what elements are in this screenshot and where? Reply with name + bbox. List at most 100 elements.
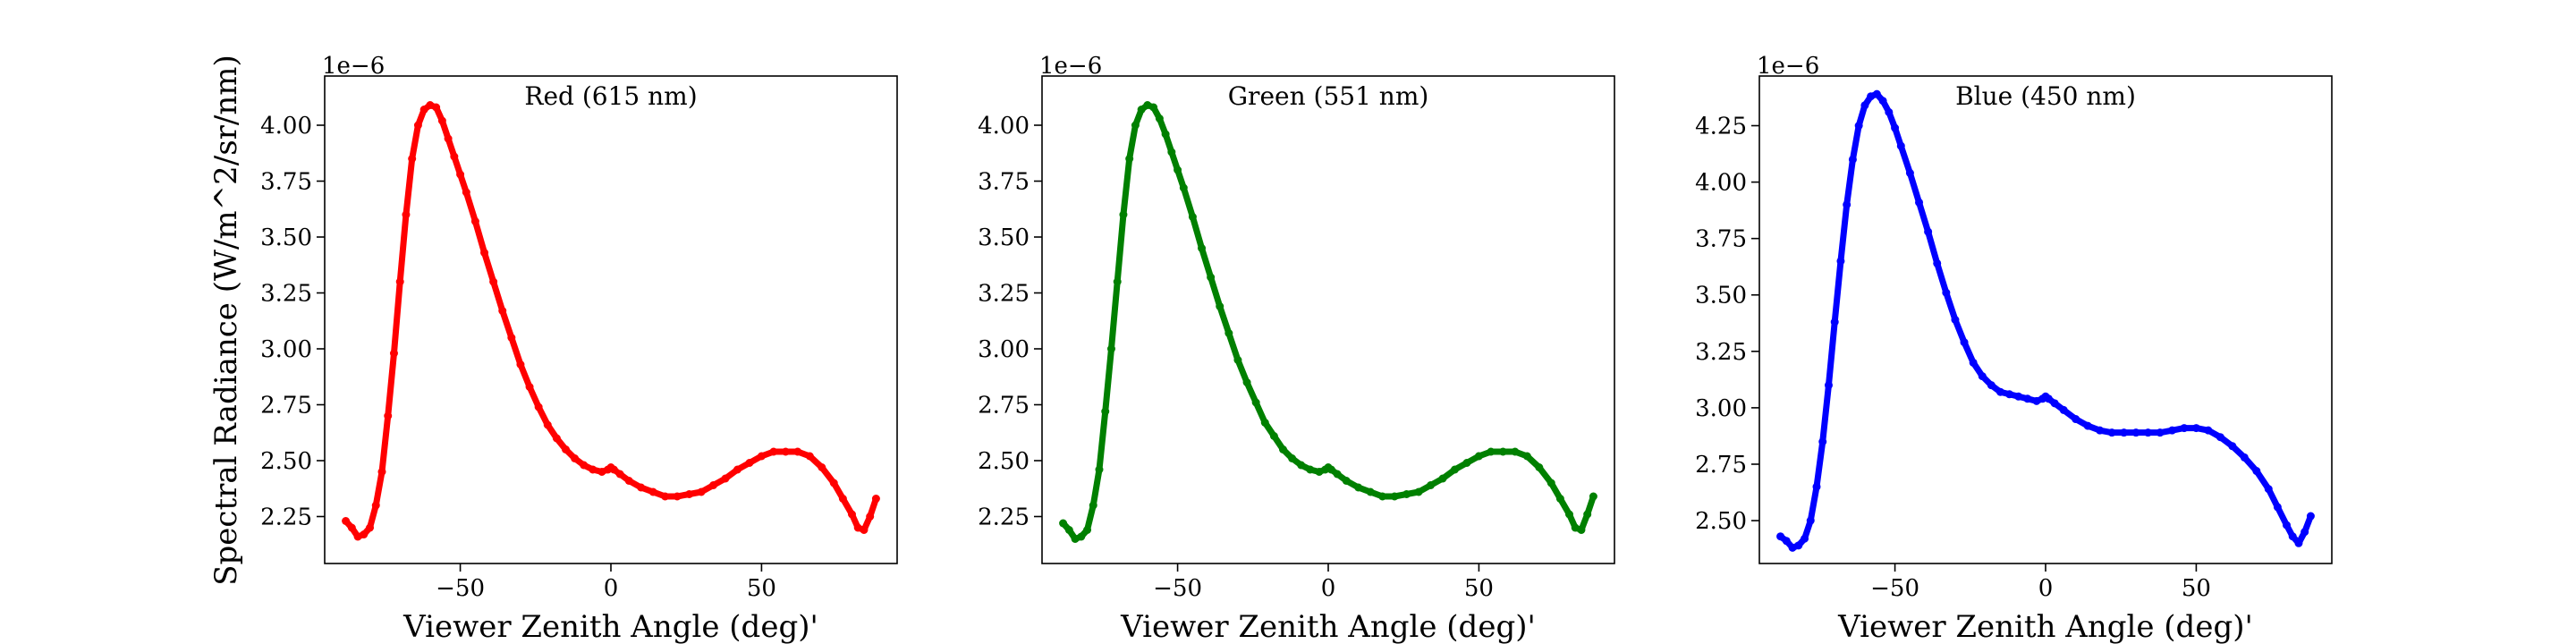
data-point (866, 513, 875, 521)
data-point (2264, 485, 2273, 494)
data-point (1251, 398, 1260, 407)
data-point (2023, 394, 2032, 403)
data-point (2120, 428, 2129, 437)
data-point (1474, 452, 1483, 461)
y-tick-label: 3.00 (978, 336, 1030, 363)
data-point (1427, 481, 1436, 489)
data-point (2096, 426, 2105, 435)
data-point (1830, 318, 1839, 326)
data-point (2083, 421, 2092, 430)
data-point (456, 170, 465, 179)
data-point (1113, 277, 1122, 286)
data-point (637, 483, 646, 492)
data-point (2282, 521, 2291, 530)
data-point (2072, 415, 2080, 424)
data-point (2167, 426, 2176, 435)
data-point (1546, 479, 1555, 487)
data-point (1511, 447, 1520, 456)
data-point (402, 210, 411, 219)
data-point (561, 445, 570, 453)
data-point (2014, 392, 2023, 401)
x-tick-label: 0 (2038, 575, 2054, 602)
data-point (1782, 537, 1791, 546)
data-point (1924, 227, 1933, 236)
data-point (1462, 459, 1471, 467)
panel-red: 1e−6 Red (615 nm) Viewer Zenith Angle (d… (260, 53, 898, 644)
data-point (1860, 101, 1869, 110)
y-tick-label: 2.75 (260, 393, 312, 419)
x-tick-label: −50 (1870, 575, 1919, 602)
data-point (2191, 424, 2200, 433)
data-point (1188, 213, 1197, 221)
y-tick-label: 3.25 (260, 281, 312, 308)
data-point (450, 152, 459, 161)
data-point (470, 217, 479, 225)
data-point (1216, 302, 1224, 310)
data-point (2240, 453, 2249, 462)
panel-title: Green (551 nm) (1228, 81, 1429, 111)
y-tick-label: 2.25 (260, 504, 312, 531)
data-point (1083, 526, 1092, 534)
data-point (829, 479, 838, 487)
data-point (342, 517, 351, 525)
data-point (1896, 141, 1905, 150)
data-point (2156, 428, 2165, 437)
data-point (1885, 107, 1894, 116)
x-tick-label: 0 (604, 575, 619, 602)
data-point (2306, 512, 2315, 521)
y-tick-label: 4.00 (1695, 170, 1747, 197)
data-point (1366, 487, 1375, 496)
data-point (1207, 273, 1216, 282)
data-point (419, 106, 428, 114)
y-tick-label: 3.00 (260, 336, 312, 363)
data-point (1278, 445, 1287, 453)
data-point (1342, 477, 1351, 485)
data-point (543, 420, 552, 429)
data-point (413, 121, 422, 130)
y-tick-label: 3.75 (260, 169, 312, 196)
panel-green: 1e−6 Green (551 nm) Viewer Zenith Angle … (978, 53, 1615, 644)
data-point (1161, 130, 1170, 139)
x-tick-label: −50 (436, 575, 485, 602)
y-tick-label: 3.75 (1695, 226, 1747, 253)
data-point (1824, 381, 1833, 390)
data-point (2005, 390, 2014, 399)
data-point (721, 474, 730, 483)
data-point (838, 495, 847, 503)
data-point (384, 411, 393, 420)
data-point (1089, 501, 1097, 510)
data-point (2252, 467, 2261, 476)
data-point (1326, 465, 1335, 474)
data-point (709, 481, 718, 489)
data-point (805, 452, 814, 461)
data-point (1577, 526, 1586, 534)
data-point (1059, 519, 1068, 528)
data-point (408, 155, 417, 163)
panel-title: Blue (450 nm) (1955, 81, 2136, 111)
data-point (1555, 495, 1564, 503)
data-point (2107, 428, 2116, 437)
data-point (1131, 121, 1140, 130)
data-point (347, 523, 356, 532)
data-point (1878, 97, 1887, 106)
data-point (498, 307, 507, 315)
y-tick-label: 2.25 (978, 504, 1030, 531)
data-point (525, 383, 534, 391)
data-point (1905, 168, 1914, 177)
data-point (462, 188, 470, 197)
data-point (1288, 454, 1297, 462)
offset-label: 1e−6 (1039, 53, 1102, 80)
x-tick-label: −50 (1153, 575, 1202, 602)
data-point (769, 447, 778, 456)
y-tick-label: 3.00 (1695, 395, 1747, 422)
data-point (2294, 538, 2303, 547)
data-point (1498, 447, 1507, 456)
x-tick-label: 50 (2182, 575, 2211, 602)
data-point (2144, 428, 2153, 437)
data-point (1095, 465, 1104, 474)
y-tick-label: 3.50 (260, 225, 312, 251)
x-axis-label: Viewer Zenith Angle (deg)' (402, 609, 818, 644)
data-point (1179, 183, 1188, 192)
data-point (1942, 288, 1951, 297)
data-point (1776, 532, 1785, 541)
